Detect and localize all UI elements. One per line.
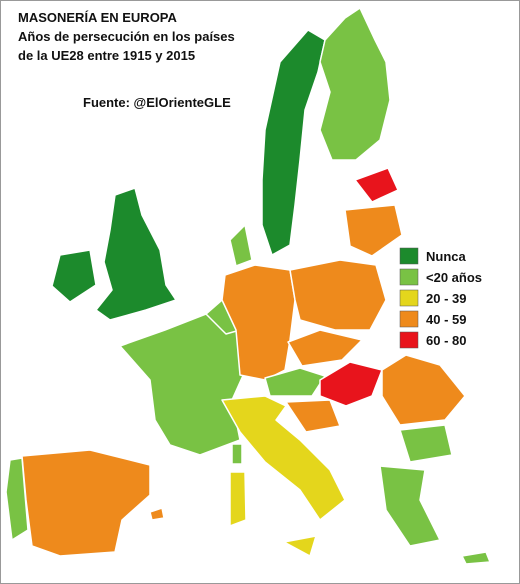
country (221, 264, 296, 381)
country (289, 259, 387, 331)
country (229, 224, 253, 267)
legend-label: <20 años (426, 270, 482, 285)
country (381, 354, 466, 426)
country (319, 7, 391, 161)
legend-swatch (399, 331, 419, 349)
country (379, 465, 441, 547)
subtitle: Años de persecución en los países (18, 29, 235, 44)
legend: Nunca <20 años 20 - 39 40 - 59 60 - 80 (399, 247, 482, 349)
countries (5, 7, 491, 565)
country (264, 367, 326, 397)
country (354, 167, 399, 203)
legend-label: 60 - 80 (426, 333, 466, 348)
country (51, 249, 97, 303)
subtitle: de la UE28 entre 1915 y 2015 (18, 48, 195, 63)
country (149, 507, 165, 521)
legend-swatch (399, 310, 419, 328)
country (399, 424, 453, 463)
country (221, 395, 346, 521)
country (285, 399, 341, 433)
title: MASONERÍA EN EUROPA (18, 10, 178, 25)
legend-swatch (399, 247, 419, 265)
country (461, 551, 491, 565)
country (95, 187, 177, 321)
legend-swatch (399, 289, 419, 307)
source: Fuente: @ElOrienteGLE (83, 95, 231, 110)
country (283, 535, 317, 557)
country (261, 29, 326, 256)
country (344, 204, 403, 257)
country (21, 449, 151, 557)
legend-label: 40 - 59 (426, 312, 466, 327)
legend-swatch (399, 268, 419, 286)
country (319, 361, 383, 407)
legend-label: 20 - 39 (426, 291, 466, 306)
country (287, 329, 363, 367)
country (229, 471, 247, 527)
legend-label: Nunca (426, 249, 467, 264)
country (231, 443, 243, 465)
country (5, 457, 29, 541)
